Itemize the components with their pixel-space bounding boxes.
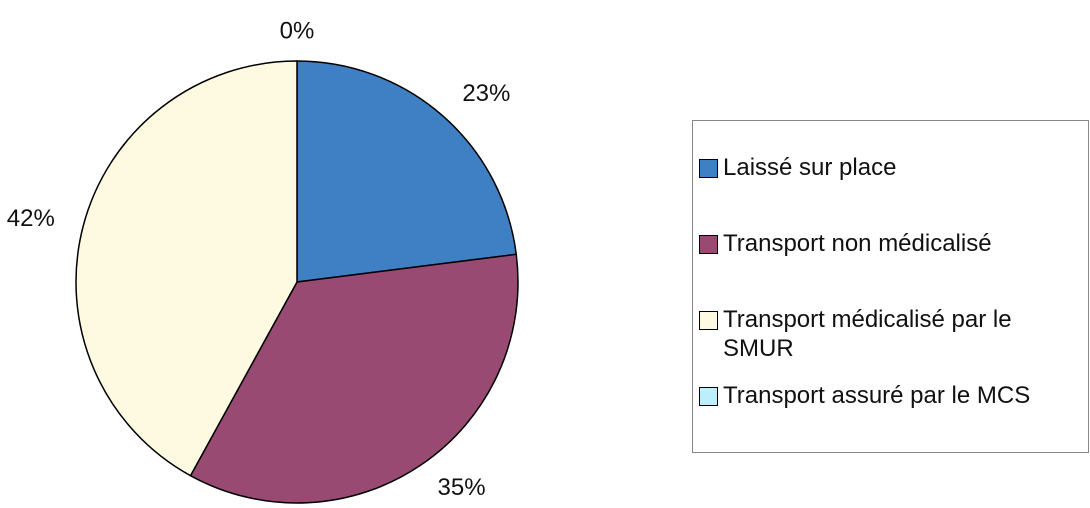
legend-label: Transport assuré par le MCS bbox=[723, 382, 1031, 409]
pie-slice bbox=[189, 253, 519, 504]
legend-swatch bbox=[699, 235, 718, 254]
legend-swatch bbox=[699, 311, 718, 330]
legend-label: Laissé sur place bbox=[723, 154, 897, 181]
legend-entry: Transport assuré par le MCS bbox=[699, 381, 1079, 410]
pie-slice bbox=[296, 60, 518, 283]
data-label: 23% bbox=[462, 80, 510, 107]
legend-label: Transport non médicalisé bbox=[723, 230, 992, 257]
data-label: 42% bbox=[7, 205, 55, 232]
legend-swatch bbox=[699, 387, 718, 406]
data-label: 0% bbox=[280, 17, 315, 44]
legend-entry: Laissé sur place bbox=[699, 153, 1079, 182]
legend-swatch bbox=[699, 159, 718, 178]
pie-slice bbox=[75, 60, 298, 477]
data-label: 35% bbox=[438, 474, 486, 501]
legend: Laissé sur place Transport non médicalisé… bbox=[692, 120, 1089, 453]
legend-label: Transport médicalisé par le SMUR bbox=[723, 306, 1012, 362]
legend-entry: Transport non médicalisé bbox=[699, 229, 1079, 258]
legend-entry: Transport médicalisé par le SMUR bbox=[699, 305, 1079, 363]
